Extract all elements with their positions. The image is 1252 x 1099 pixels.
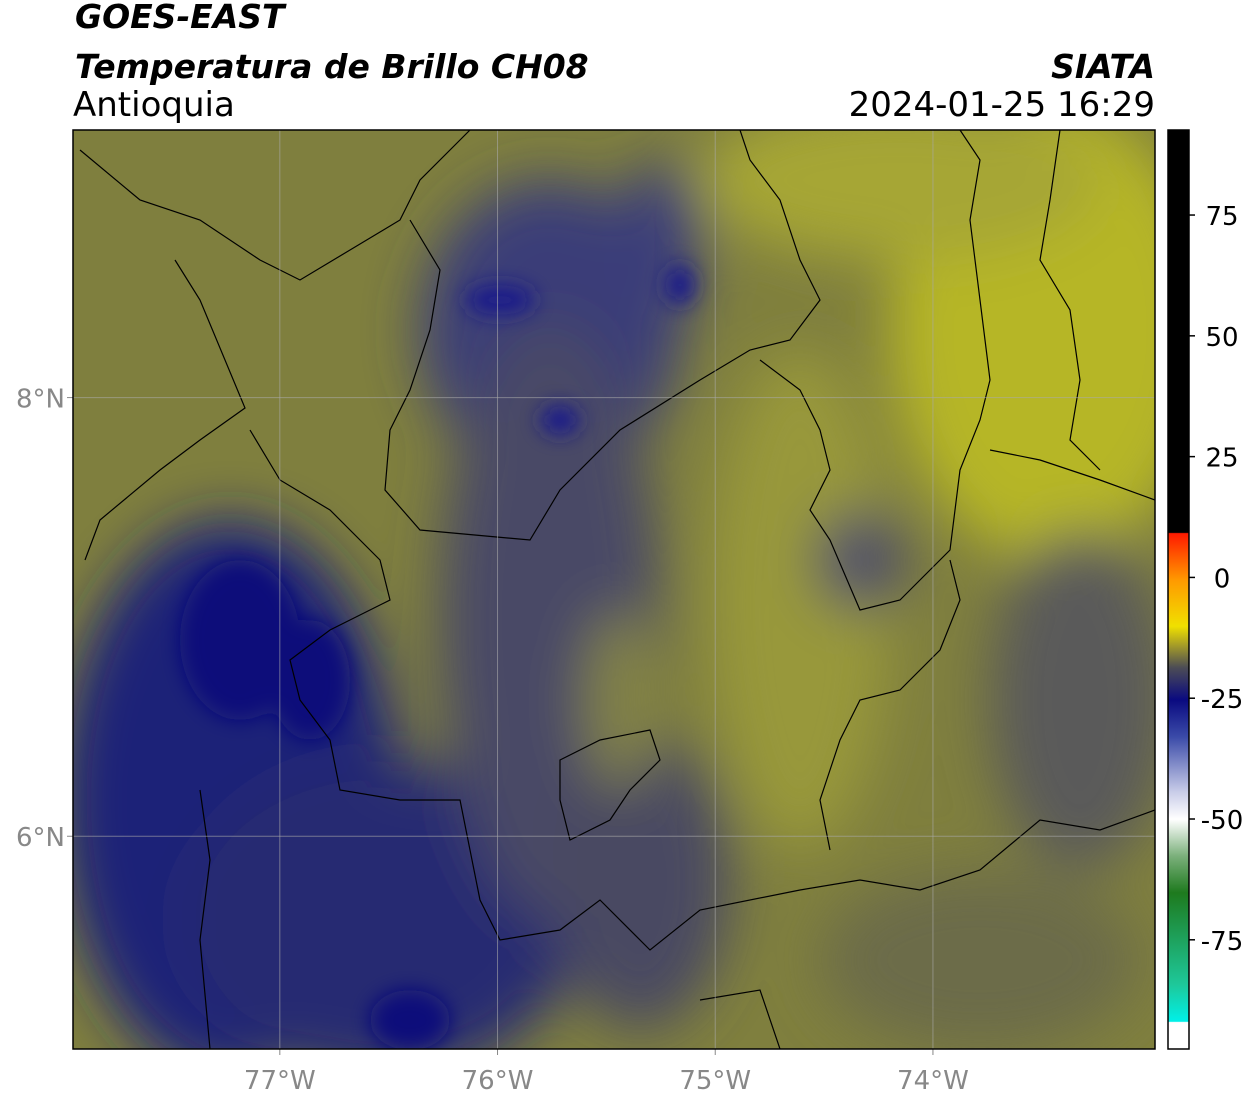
map-frame xyxy=(72,129,1156,1050)
region: Antioquia xyxy=(73,85,235,125)
datetime: 2024-01-25 16:29 xyxy=(849,85,1155,125)
colorbar-tick-label: -75 xyxy=(1201,927,1243,957)
lat-tick-label: 6°N xyxy=(16,823,65,853)
colorbar-tick-label: -50 xyxy=(1201,806,1243,836)
borders xyxy=(79,130,1155,1049)
colorbar xyxy=(1167,129,1190,1050)
lon-tick-label: 75°W xyxy=(679,1066,751,1096)
product: Temperatura de Brillo CH08 xyxy=(75,47,589,86)
satellite: GOES-EAST xyxy=(75,0,287,36)
source: SIATA xyxy=(1051,47,1155,86)
colorbar-tick-label: 0 xyxy=(1214,564,1231,594)
lon-tick-label: 74°W xyxy=(897,1066,969,1096)
colorbar-tick-label: -25 xyxy=(1201,685,1243,715)
colorbar-tick-label: 50 xyxy=(1205,323,1238,353)
lat-tick-label: 8°N xyxy=(16,385,65,415)
map xyxy=(73,130,1155,1049)
colorbar-tick-label: 75 xyxy=(1205,202,1238,232)
lon-tick-label: 76°W xyxy=(462,1066,534,1096)
graticule xyxy=(67,130,1155,1055)
lon-tick-label: 77°W xyxy=(244,1066,316,1096)
colorbar-tick-label: 25 xyxy=(1205,444,1238,474)
